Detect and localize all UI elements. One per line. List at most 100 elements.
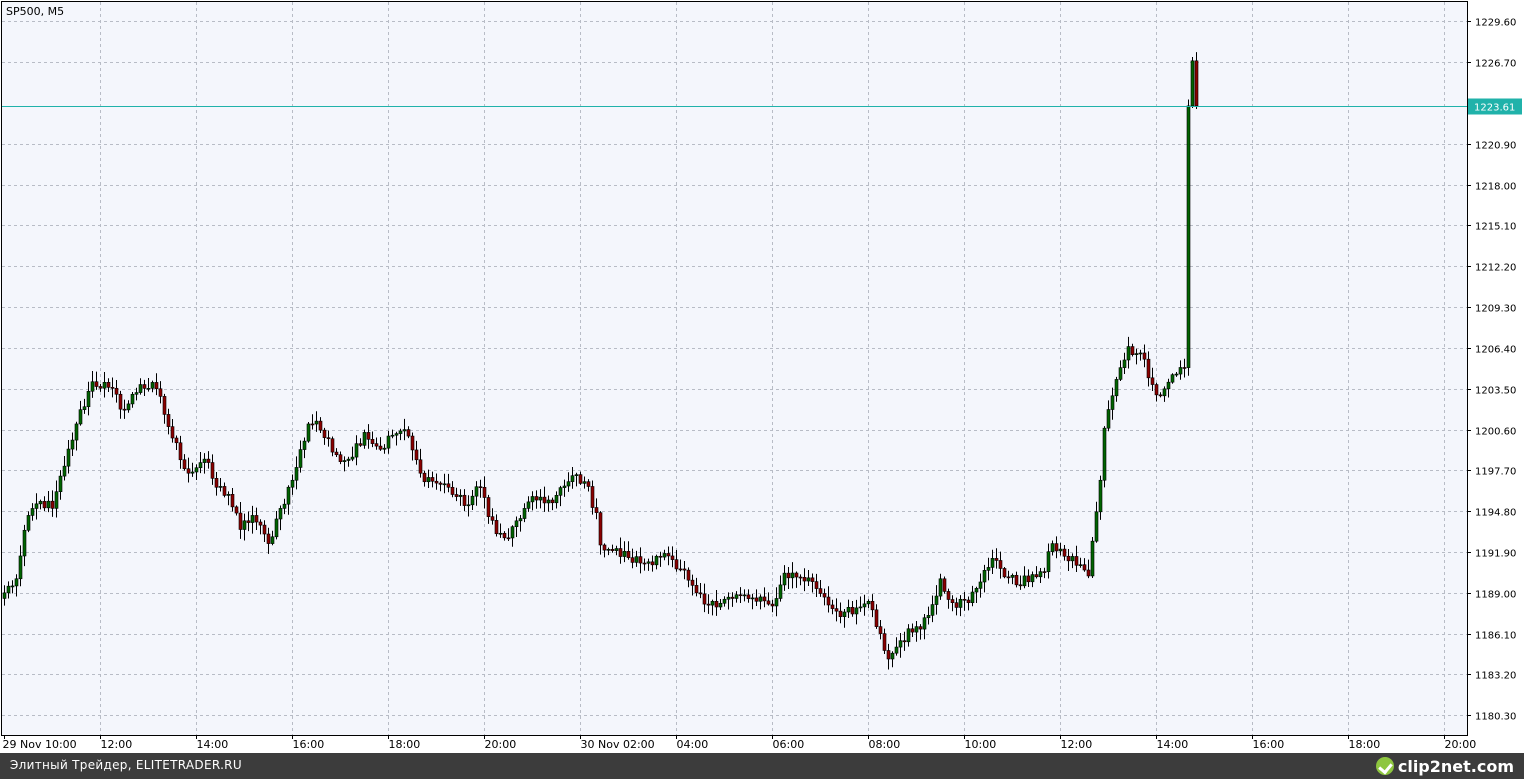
x-tick-label: 30 Nov 02:00: [581, 738, 655, 751]
x-tick-label: 14:00: [197, 738, 229, 751]
candle-body: [370, 439, 375, 444]
candle-body: [526, 501, 531, 509]
candle-body: [10, 585, 15, 588]
candle-body: [454, 494, 459, 497]
candle-body: [474, 486, 479, 497]
candle-body: [1038, 571, 1043, 578]
candle-body: [106, 382, 111, 388]
candle-body: [82, 406, 87, 410]
candle-body: [226, 494, 231, 496]
candle-body: [578, 474, 583, 484]
candle-body: [918, 626, 923, 630]
current-price-tag: [1468, 98, 1522, 115]
logo-text: clip2net.com: [1397, 756, 1514, 776]
candle-body: [282, 503, 287, 509]
candle-body: [146, 388, 151, 390]
candle-body: [30, 508, 35, 516]
candle-body: [834, 608, 839, 612]
candle-body: [202, 458, 207, 463]
candle-body: [98, 386, 103, 389]
candle-body: [130, 393, 135, 405]
candle-body: [1142, 352, 1147, 360]
candle-body: [310, 423, 315, 426]
candle-body: [722, 598, 727, 604]
candle-body: [322, 429, 327, 438]
candle-body: [1030, 574, 1035, 583]
candle-body: [1182, 367, 1187, 369]
candle-body: [626, 551, 631, 558]
candle-body: [842, 611, 847, 617]
candle-body: [50, 500, 55, 509]
candle-body: [598, 512, 603, 546]
candle-body: [654, 555, 659, 566]
candle-body: [174, 437, 179, 444]
candle-body: [970, 591, 975, 603]
candle-body: [494, 520, 499, 535]
candle-body: [562, 485, 567, 488]
candle-body: [506, 537, 511, 540]
candle-body: [214, 478, 219, 488]
candle-body: [170, 426, 175, 439]
candle-body: [426, 477, 431, 483]
candle-body: [634, 556, 639, 563]
candle-body: [514, 520, 519, 528]
candle-body: [630, 557, 635, 563]
candle-body: [1058, 548, 1063, 552]
candle-body: [1166, 381, 1171, 390]
y-tick-label: 1200.60: [1475, 427, 1516, 438]
x-tick-label: 08:00: [869, 738, 901, 751]
candle-body: [1098, 479, 1103, 513]
candle-body: [978, 581, 983, 589]
candle-body: [762, 596, 767, 602]
candle-body: [66, 448, 71, 467]
y-tick-label: 1220.90: [1475, 141, 1516, 152]
candle-body: [1026, 575, 1031, 583]
candle-body: [382, 447, 387, 450]
candle-body: [830, 604, 835, 609]
candle-body: [666, 553, 671, 557]
candle-body: [730, 596, 735, 599]
candle-body: [58, 475, 63, 492]
candle-body: [1106, 409, 1111, 429]
candle-body: [362, 432, 367, 446]
candle-body: [1150, 377, 1155, 385]
candle-body: [306, 423, 311, 442]
candle-body: [206, 458, 211, 463]
candle-body: [1090, 540, 1095, 577]
candle-body: [26, 515, 31, 531]
candle-body: [378, 445, 383, 450]
checkmark-icon: [1375, 757, 1394, 775]
candle-body: [1190, 60, 1195, 107]
candle-body: [218, 486, 223, 488]
x-tick-label: 10:00: [965, 738, 997, 751]
candle-body: [42, 501, 47, 509]
candle-body: [690, 579, 695, 586]
candle-body: [74, 423, 79, 441]
candle-body: [254, 515, 259, 523]
candle-body: [478, 486, 483, 489]
candle-body: [1050, 543, 1055, 552]
x-tick-label: 16:00: [293, 738, 325, 751]
candle-body: [62, 465, 67, 477]
candle-body: [906, 628, 911, 643]
candle-body: [594, 507, 599, 513]
candle-body: [46, 500, 51, 509]
y-tick-label: 1189.00: [1475, 590, 1516, 601]
candle-body: [854, 607, 859, 615]
chart-svg: 1229.60 1226.70 1220.90 1218.00 1215.10 1212.…: [1, 1, 1522, 751]
candle-body: [446, 483, 451, 488]
candle-body: [246, 520, 251, 523]
candle-body: [138, 384, 143, 393]
candle-body: [274, 518, 279, 538]
x-tick-label: 04:00: [677, 738, 709, 751]
candle-body: [318, 420, 323, 431]
candle-body: [294, 467, 299, 481]
candle-body: [1046, 551, 1051, 573]
candle-body: [890, 652, 895, 660]
candle-body: [942, 578, 947, 592]
candle-body: [778, 584, 783, 599]
candle-body: [958, 598, 963, 608]
candle-body: [386, 435, 391, 449]
candle-body: [550, 499, 555, 504]
candle-body: [746, 594, 751, 599]
